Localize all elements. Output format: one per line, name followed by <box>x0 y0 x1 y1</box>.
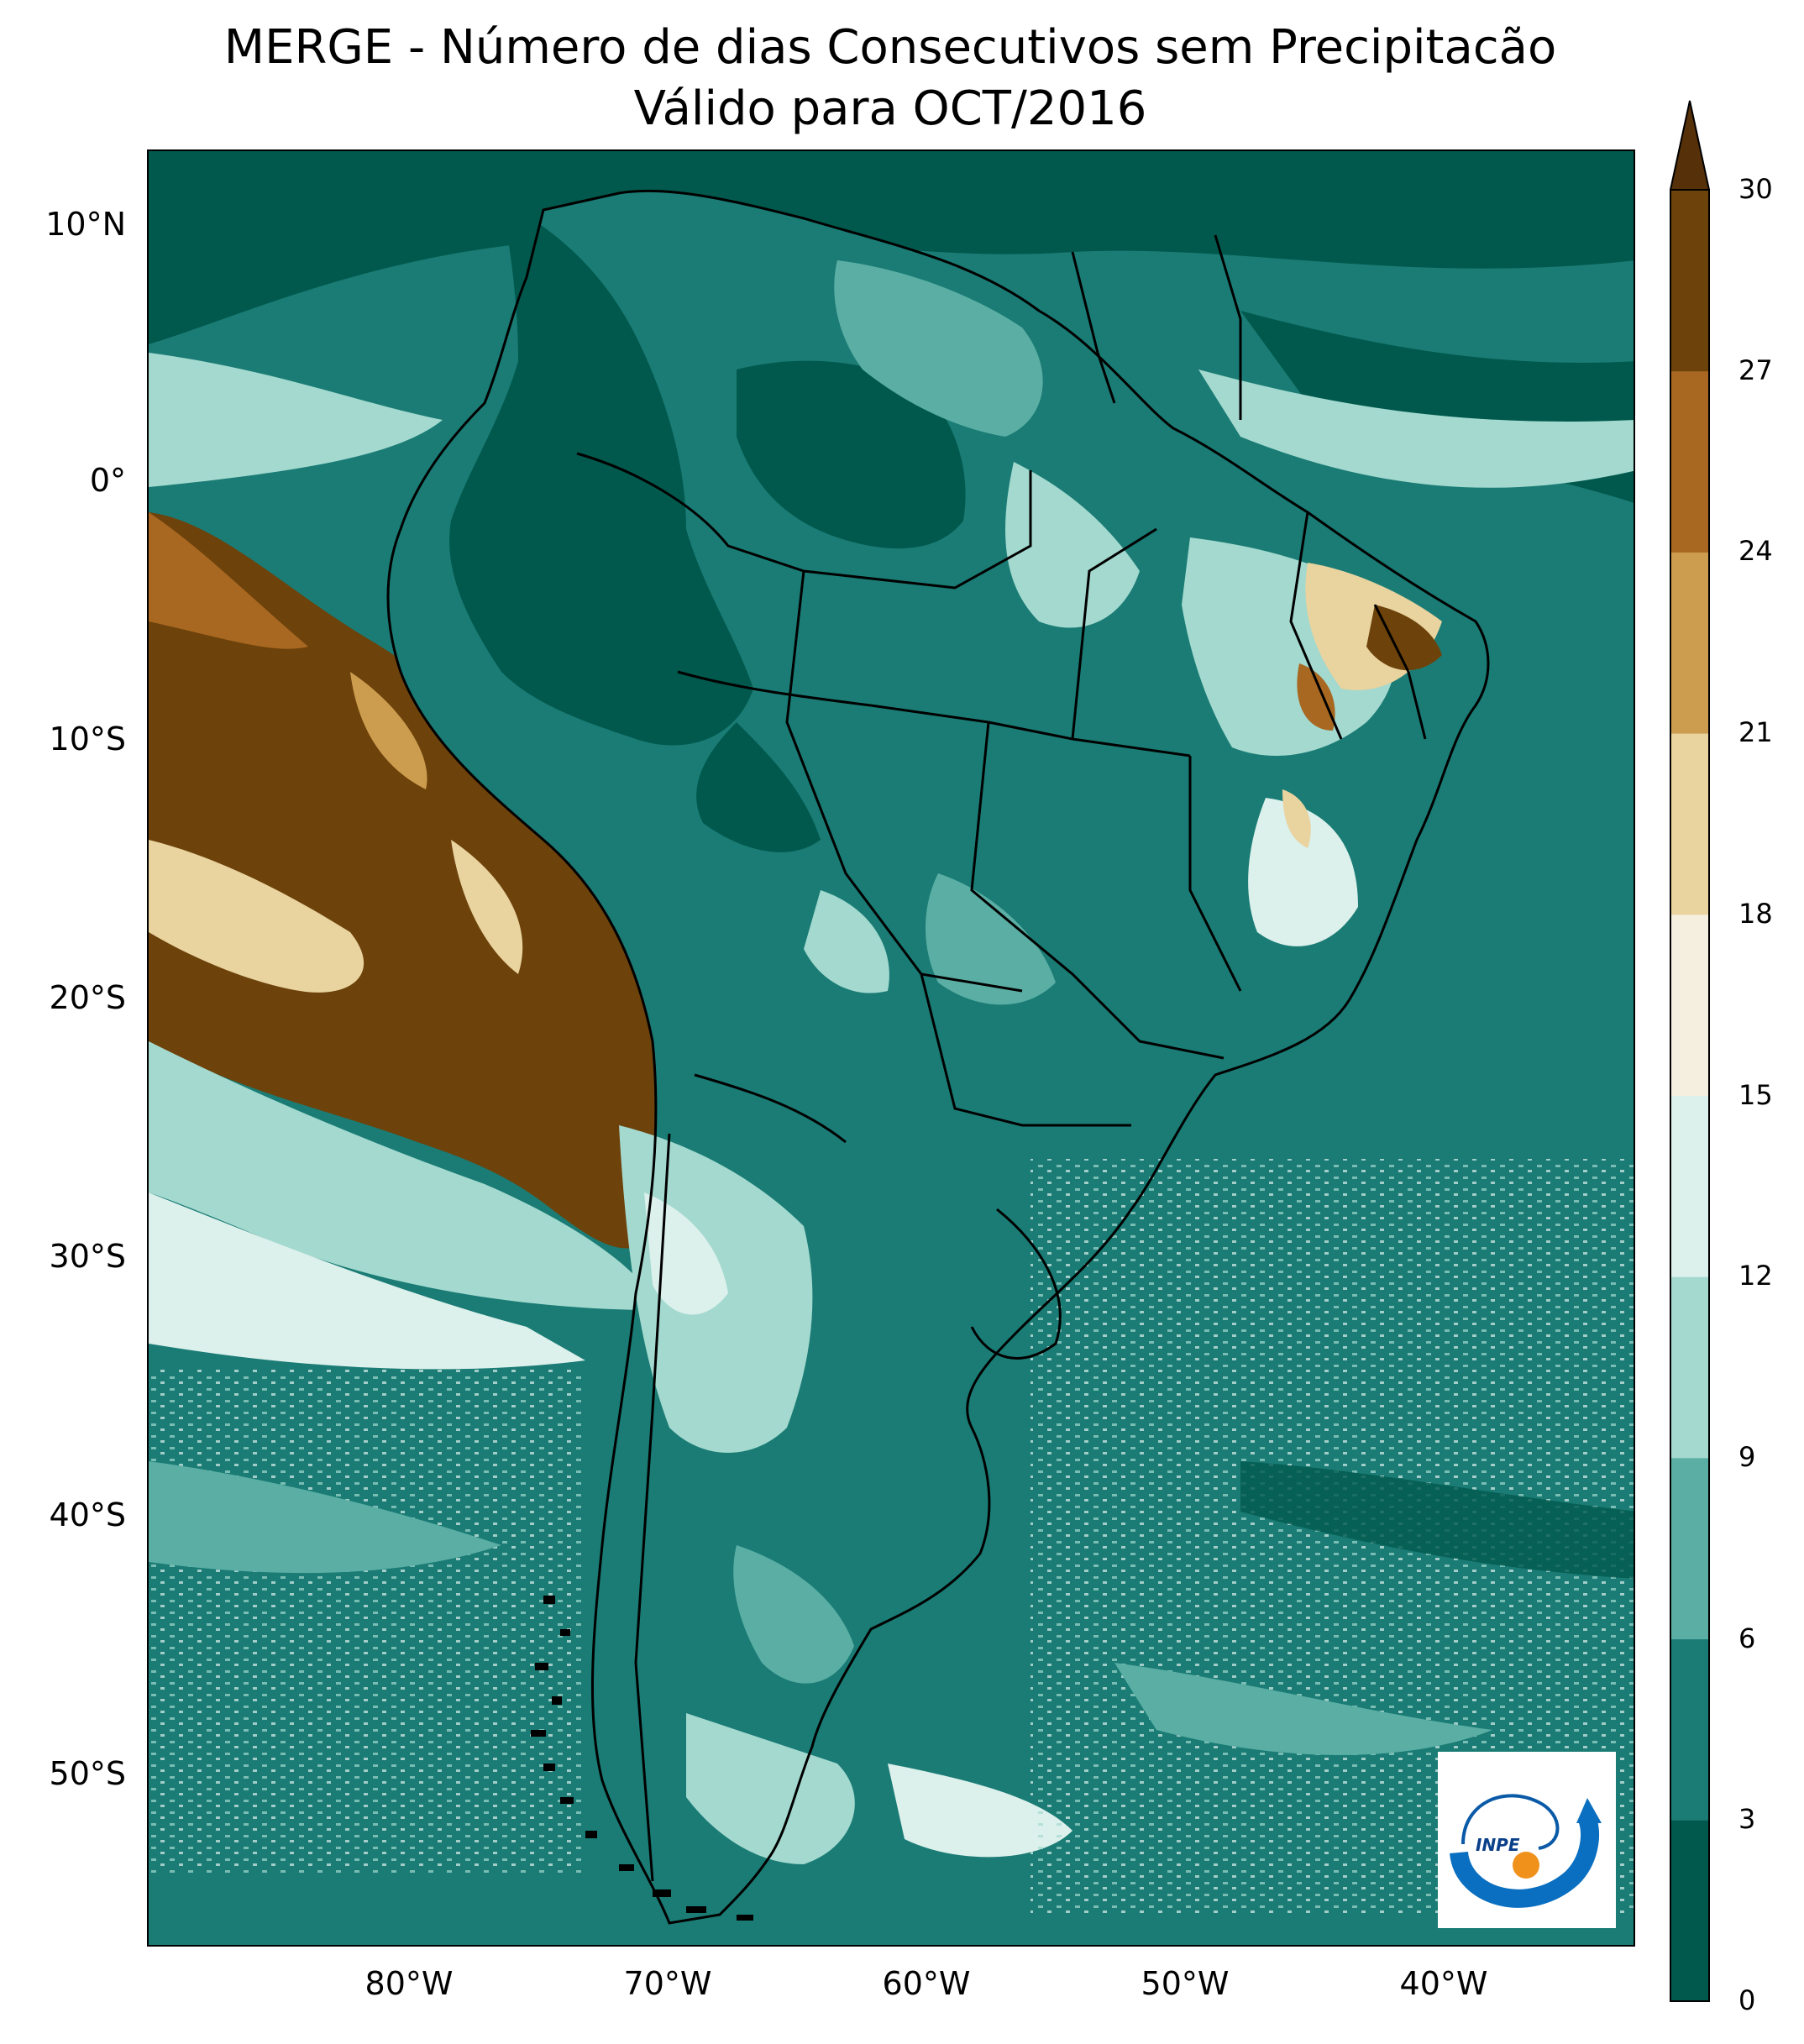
field-6-9-guianas <box>834 260 1043 437</box>
colorbar-tick-label: 6 <box>1738 1622 1756 1654</box>
colorbar-tick-label: 24 <box>1738 535 1773 568</box>
map-title-line1: MERGE - Número de dias Consecutivos sem … <box>223 20 1557 75</box>
colorbar-bin <box>1670 190 1709 372</box>
lon-tick-label: 80°W <box>364 1965 454 2002</box>
colorbar-tick-label: 21 <box>1738 716 1773 749</box>
lat-tick-label: 0° <box>89 462 126 499</box>
fjord-islands <box>531 1596 753 1921</box>
field-27-30-pacific <box>149 512 658 1249</box>
colorbar-tick-label: 15 <box>1738 1078 1773 1111</box>
colorbar-tick-label: 0 <box>1738 1984 1756 2016</box>
lat-tick-label: 50°S <box>49 1755 126 1792</box>
field-9-12-atlantic-north <box>1198 369 1634 488</box>
lat-tick-label: 40°S <box>49 1496 126 1533</box>
colorbar-bin <box>1670 1276 1709 1459</box>
lat-tick-label: 30°S <box>49 1238 126 1275</box>
inpe-logo-text: INPE <box>1476 1835 1520 1855</box>
colorbar-tick-label: 30 <box>1738 173 1773 205</box>
colorbar-bin <box>1670 914 1709 1096</box>
field-27-30-ne-brazil <box>1366 605 1442 671</box>
inpe-logo: INPE <box>1438 1752 1616 1928</box>
colorbar-tick-label: 18 <box>1738 897 1773 930</box>
field-18-21-pacific <box>149 840 364 993</box>
colorbar-bin <box>1670 370 1709 553</box>
colorbar-bin <box>1670 733 1709 915</box>
colorbar-bin <box>1670 1820 1709 2002</box>
lon-tick-label: 50°W <box>1141 1965 1230 2002</box>
colorbar-bin <box>1670 552 1709 734</box>
lon-tick-label: 60°W <box>882 1965 971 2002</box>
colorbar-extend-arrow <box>1670 101 1709 190</box>
colorbar-bin <box>1670 1095 1709 1277</box>
colorbar-tick-label: 3 <box>1738 1803 1756 1836</box>
lat-tick-label: 20°S <box>49 979 126 1016</box>
lat-tick-label: 10°S <box>49 721 126 757</box>
field-0-3-amazon-west <box>449 202 753 746</box>
colorbar-bin <box>1670 1457 1709 1640</box>
map-plot-area <box>147 149 1635 1947</box>
inpe-logo-graphic: INPE <box>1450 1794 1602 1908</box>
map-title-line2: Válido para OCT/2016 <box>633 81 1147 136</box>
colorbar-tick-label: 12 <box>1738 1260 1773 1292</box>
colorbar <box>1670 100 1710 2002</box>
lon-tick-label: 40°W <box>1399 1965 1488 2002</box>
lat-tick-label: 10°N <box>45 206 126 243</box>
border-lines <box>386 189 1490 1925</box>
field-9-12-pacific-north <box>149 353 443 487</box>
colorbar-tick-label: 27 <box>1738 354 1773 386</box>
colorbar-tick-label: 9 <box>1738 1440 1756 1473</box>
colorbar-bin <box>1670 1638 1709 1821</box>
lon-tick-label: 70°W <box>623 1965 712 2002</box>
precipitation-map <box>149 151 1634 1945</box>
